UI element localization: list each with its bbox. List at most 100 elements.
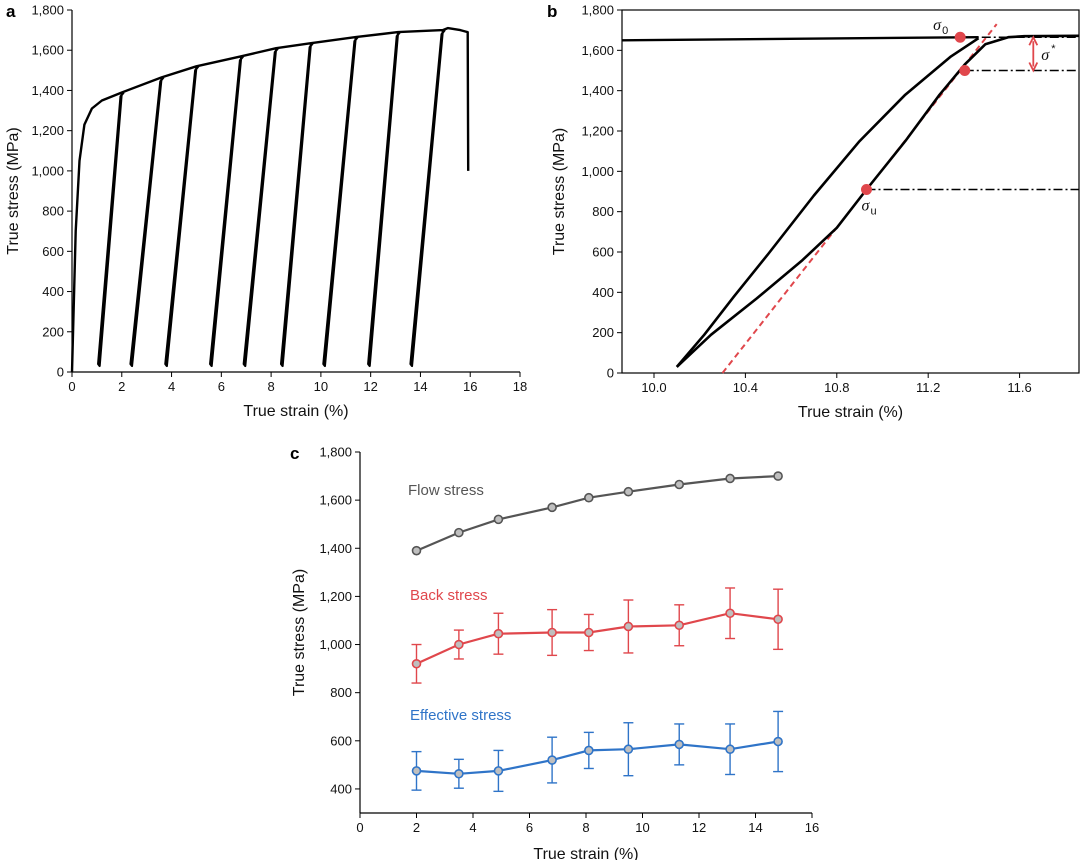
- y-tick-label: 600: [592, 245, 614, 260]
- y-tick-label: 1,400: [581, 83, 614, 98]
- x-tick-label: 0: [356, 820, 363, 835]
- data-point: [584, 745, 594, 756]
- y-tick-label: 1,200: [581, 124, 614, 139]
- x-tick-label: 10.0: [641, 380, 666, 395]
- x-tick-label: 6: [526, 820, 533, 835]
- data-point: [411, 545, 422, 556]
- x-tick-label: 18: [513, 379, 527, 394]
- data-point: [411, 766, 422, 776]
- data-point: [454, 527, 464, 538]
- data-point: [547, 755, 557, 765]
- unload-reload-loop: [97, 91, 125, 368]
- data-point: [493, 514, 504, 525]
- stress-symbol: σ: [933, 17, 942, 34]
- y-axis-label: True stress (MPa): [551, 128, 568, 255]
- y-tick-label: 400: [42, 284, 64, 299]
- x-tick-label: 10.8: [824, 380, 849, 395]
- x-tick-label: 2: [118, 379, 125, 394]
- y-tick-label: 1,800: [31, 3, 64, 18]
- stress-marker: [860, 183, 872, 195]
- plot-frame: [621, 9, 1080, 374]
- y-tick-label: 1,600: [31, 43, 64, 58]
- stress-marker: [954, 31, 966, 43]
- panel-c-label: c: [290, 444, 299, 463]
- x-tick-label: 11.2: [916, 380, 940, 395]
- data-point: [725, 608, 735, 619]
- unload-reload-loop: [322, 36, 359, 368]
- unload-reload-loop: [279, 42, 314, 368]
- data-point: [674, 479, 685, 490]
- panel-a-label: a: [6, 2, 16, 21]
- x-tick-label: 10: [314, 379, 328, 394]
- data-point: [493, 628, 504, 639]
- y-tick-label: 1,000: [319, 637, 352, 652]
- panel-b-label: b: [547, 2, 557, 21]
- data-point: [547, 627, 557, 638]
- y-tick-label: 1,600: [319, 493, 352, 508]
- data-point: [623, 486, 634, 497]
- y-tick-label: 400: [592, 285, 614, 300]
- data-point: [584, 627, 594, 638]
- x-tick-label: 6: [218, 379, 225, 394]
- data-point: [773, 614, 783, 625]
- x-tick-label: 14: [748, 820, 762, 835]
- unload-reload-loop: [242, 47, 279, 368]
- x-tick-label: 10.4: [733, 380, 758, 395]
- y-tick-label: 200: [42, 324, 64, 339]
- sigma-star-arrowhead-top: [1028, 35, 1039, 46]
- y-tick-label: 800: [42, 204, 64, 219]
- y-tick-label: 200: [592, 325, 614, 340]
- data-point: [773, 471, 783, 481]
- x-tick-label: 8: [582, 820, 589, 835]
- data-point: [454, 768, 464, 779]
- series-group: Effective stress: [410, 707, 784, 793]
- data-point: [674, 739, 685, 750]
- unloading-curve: [675, 37, 980, 368]
- x-tick-label: 8: [267, 379, 274, 394]
- data-point: [773, 736, 783, 747]
- loading-curve: [70, 26, 470, 373]
- series-group: Back stress: [410, 587, 784, 684]
- y-tick-label: 1,600: [581, 43, 614, 58]
- unload-reload-loop: [164, 65, 200, 368]
- data-point: [725, 744, 735, 755]
- y-axis-label: True stress (MPa): [291, 569, 308, 696]
- x-tick-label: 4: [469, 820, 476, 835]
- y-tick-label: 1,200: [319, 589, 352, 604]
- y-tick-label: 1,400: [319, 541, 352, 556]
- series-label: Effective stress: [410, 707, 511, 724]
- data-point: [725, 473, 735, 484]
- stress-subscript: 0: [942, 25, 948, 37]
- y-tick-label: 1,800: [319, 445, 352, 460]
- x-tick-label: 16: [805, 820, 819, 835]
- data-point: [547, 502, 557, 513]
- flow-stress-line: [621, 36, 979, 42]
- data-point: [454, 639, 464, 650]
- y-tick-label: 1,200: [31, 123, 64, 138]
- data-point: [623, 744, 634, 755]
- unload-reload-loop: [367, 31, 401, 368]
- data-point: [584, 492, 594, 503]
- y-tick-label: 600: [330, 733, 352, 748]
- sigma-star-symbol: σ: [1041, 47, 1050, 64]
- data-point: [493, 766, 504, 776]
- y-tick-label: 1,000: [31, 163, 64, 178]
- stress-subscript: u: [870, 205, 876, 217]
- x-tick-label: 12: [363, 379, 377, 394]
- stress-marker: [959, 65, 971, 76]
- x-tick-label: 14: [413, 379, 427, 394]
- panel-b: 10.0 10.4 10.8 11.2 11.6 0 200 400 600 800 1,000 1,…: [551, 3, 1080, 421]
- sigma-star-arrowhead-bottom: [1028, 62, 1039, 73]
- x-tick-label: 4: [168, 379, 175, 394]
- series-label: Back stress: [410, 587, 488, 604]
- series-line: [416, 740, 779, 775]
- data-point: [674, 620, 685, 631]
- y-tick-label: 400: [330, 781, 352, 796]
- x-tick-label: 11.6: [1007, 380, 1031, 395]
- x-axis-label: True strain (%): [798, 404, 903, 421]
- y-tick-label: 800: [330, 685, 352, 700]
- y-tick-label: 1,000: [581, 164, 614, 179]
- x-tick-label: 12: [692, 820, 706, 835]
- x-tick-label: 2: [413, 820, 420, 835]
